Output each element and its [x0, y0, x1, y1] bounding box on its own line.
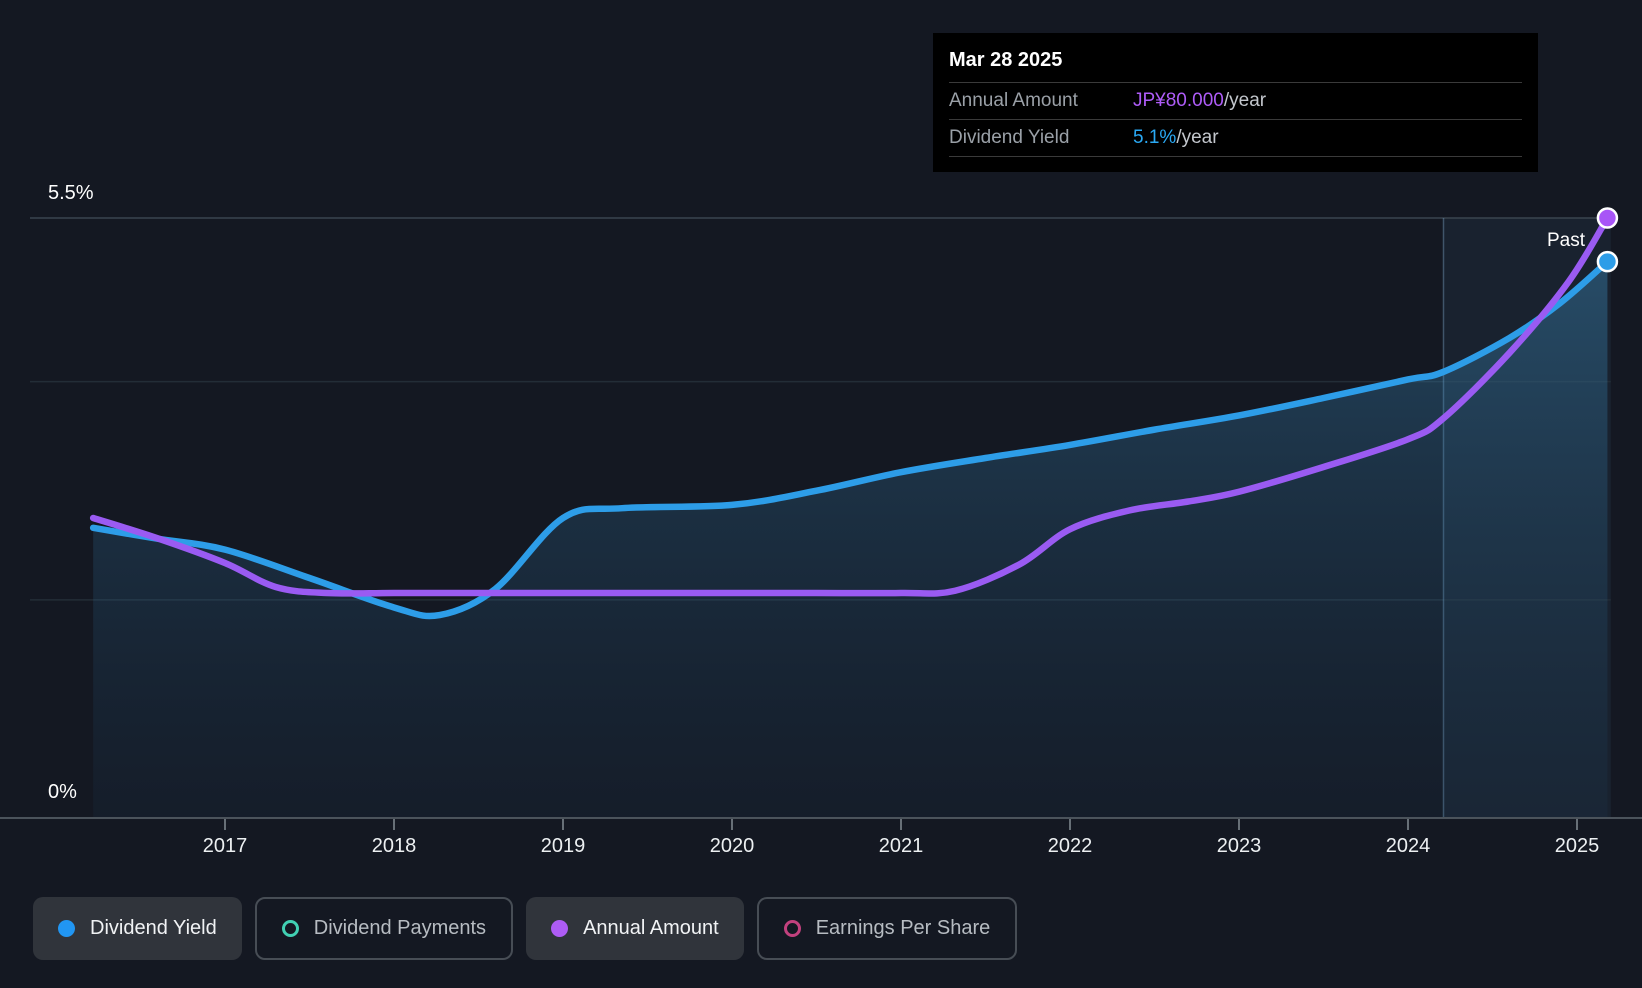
tooltip-label: Annual Amount	[949, 90, 1078, 111]
legend-label: Dividend Yield	[90, 917, 217, 939]
dividend-yield-end-marker	[1596, 250, 1619, 273]
annual-amount-end-marker	[1596, 207, 1619, 229]
legend-button-dividend-payments[interactable]: Dividend Payments	[254, 897, 514, 960]
x-axis-label: 2021	[879, 835, 924, 857]
tooltip-date: Mar 28 2025	[949, 49, 1063, 71]
annual-amount-marker-icon	[551, 920, 569, 937]
x-axis-label: 2018	[372, 835, 417, 857]
x-axis-label: 2017	[203, 835, 248, 857]
x-axis-label: 2024	[1386, 835, 1431, 857]
x-axis-label: 2020	[710, 835, 755, 857]
dividend-payments-marker-icon	[281, 920, 299, 937]
past-label: Past	[1547, 230, 1586, 251]
legend-button-annual-amount[interactable]: Annual Amount	[526, 897, 744, 960]
y-axis-label-max: 5.5%	[48, 182, 94, 204]
tooltip-row-annual-amount: Annual Amount JP¥80.000/year	[949, 82, 1522, 119]
tooltip-value-annual-amount: JP¥80.000	[1133, 90, 1224, 111]
tooltip-value-suffix: /year	[1176, 127, 1219, 148]
chart-legend: Dividend Yield Dividend Payments Annual …	[33, 897, 1018, 960]
legend-label: Dividend Payments	[313, 917, 487, 939]
x-axis-label: 2022	[1048, 835, 1093, 857]
tooltip-value-dividend-yield: 5.1%	[1133, 127, 1177, 148]
annual-amount-line	[89, 214, 1611, 597]
dividend-yield-area	[93, 261, 1608, 818]
x-axis-label: 2023	[1217, 835, 1262, 857]
legend-button-earnings-per-share[interactable]: Earnings Per Share	[756, 897, 1018, 960]
chart-tooltip: Mar 28 2025 Annual Amount JP¥80.000/year…	[933, 33, 1538, 172]
y-axis-label-min: 0%	[48, 781, 77, 803]
legend-label: Earnings Per Share	[815, 917, 991, 939]
dividend-yield-marker-icon	[58, 920, 75, 937]
tooltip-value-suffix: /year	[1223, 90, 1267, 111]
tooltip-row-dividend-yield: Dividend Yield 5.1%/year	[949, 119, 1522, 157]
earnings-per-share-marker-icon	[783, 920, 801, 937]
tooltip-label: Dividend Yield	[949, 127, 1070, 148]
legend-label: Annual Amount	[583, 917, 719, 939]
x-axis-label: 2019	[541, 835, 586, 857]
x-axis-label: 2025	[1555, 835, 1600, 857]
legend-button-dividend-yield[interactable]: Dividend Yield	[33, 897, 242, 960]
